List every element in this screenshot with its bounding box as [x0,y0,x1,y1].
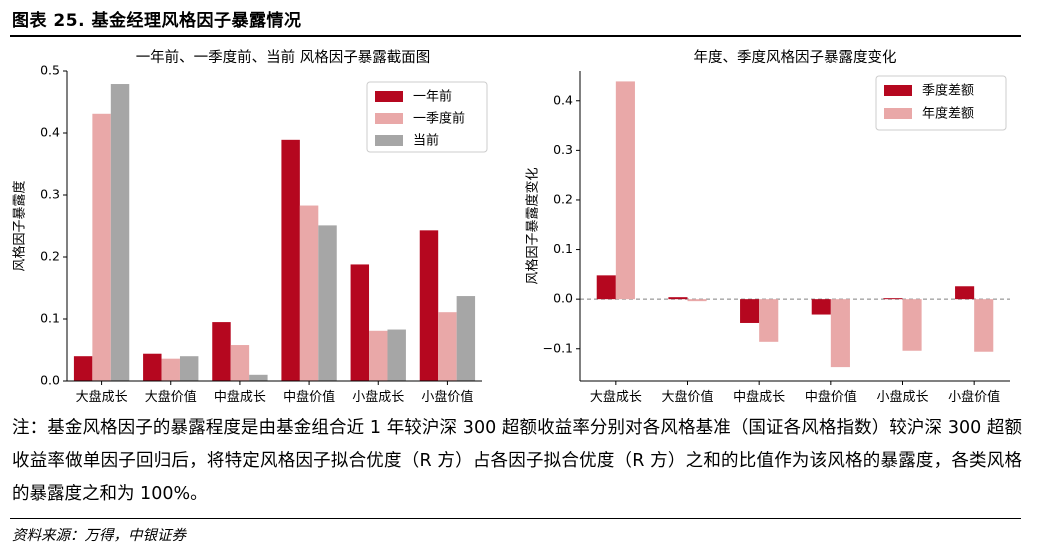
bar-0-0-4 [350,264,370,381]
bar-0-0-0 [73,356,93,381]
x-tick-label: 小盘价值 [421,389,473,405]
bar-1-1-5 [974,299,994,352]
bar-0-2-5 [456,296,476,381]
bar-1-1-0 [615,81,635,300]
top-rule [10,35,1021,37]
bar-1-0-1 [668,297,688,300]
bar-1-1-2 [759,299,779,342]
x-tick-label: 大盘成长 [590,389,642,405]
chart-title: 年度、季度风格因子暴露度变化 [694,49,897,66]
y-tick-label: 0.1 [553,241,573,256]
x-tick-label: 大盘成长 [76,389,128,405]
bar-0-0-1 [143,353,162,381]
bar-0-1-0 [92,113,111,381]
bar-1-0-0 [596,275,616,300]
y-tick-label: 0.2 [553,191,573,206]
y-tick-label: 0.4 [553,92,573,107]
y-tick-label: 0.2 [40,249,60,264]
x-tick-label: 中盘价值 [283,389,335,405]
x-tick-label: 中盘成长 [733,389,785,405]
x-tick-label: 小盘成长 [352,389,404,405]
legend-label: 年度差额 [922,106,974,122]
bottom-rule [10,518,1021,519]
figure-source: 资料来源：万得，中银证券 [12,528,186,544]
legend-swatch [375,135,403,146]
x-tick-label: 中盘成长 [214,389,266,405]
bar-0-2-2 [249,374,268,381]
y-tick-label: 0.3 [553,142,573,157]
bar-0-1-5 [438,312,457,381]
bar-0-1-1 [161,358,180,381]
bar-1-0-2 [740,299,760,323]
bar-0-2-3 [318,225,337,381]
x-tick-label: 大盘价值 [661,389,713,405]
legend-swatch [375,91,403,102]
legend-swatch [375,113,403,124]
y-tick-label: 0.0 [40,373,60,388]
figure-title: 图表 25. 基金经理风格因子暴露情况 [12,11,302,31]
y-tick-label: 0.4 [40,125,60,140]
bar-1-0-3 [811,299,831,315]
legend-swatch [884,108,912,119]
x-tick-label: 小盘成长 [876,389,928,405]
bar-0-1-4 [369,330,388,381]
legend-label: 一季度前 [413,111,465,127]
legend-label: 当前 [413,133,439,149]
figure-note: 注：基金风格因子的暴露程度是由基金组合近 1 年较沪深 300 超额收益率分别对… [12,418,1022,504]
y-axis-label: 风格因子暴露度 [12,180,28,271]
legend-swatch [884,85,912,96]
bar-0-0-2 [212,322,231,381]
bar-0-2-0 [110,84,130,381]
bar-0-0-5 [419,230,439,381]
bar-1-1-3 [830,299,850,368]
y-axis-label: 风格因子暴露度变化 [525,167,541,284]
y-tick-label: 0.0 [553,291,573,306]
legend-label: 一年前 [413,89,452,105]
bar-0-1-3 [299,205,319,381]
bar-1-1-1 [687,299,707,302]
x-tick-label: 中盘价值 [805,389,857,405]
bar-0-2-4 [387,329,406,381]
bar-0-1-2 [230,345,250,381]
bar-1-0-4 [883,298,903,300]
x-tick-label: 大盘价值 [145,389,197,405]
y-tick-label: −0.1 [543,340,573,355]
x-tick-label: 小盘价值 [948,389,1000,405]
legend-label: 季度差额 [922,83,974,99]
bar-1-1-4 [902,299,922,351]
bar-0-0-3 [281,139,300,381]
chart-title: 一年前、一季度前、当前 风格因子暴露截面图 [136,49,431,66]
bar-0-2-1 [179,356,199,381]
y-tick-label: 0.1 [40,311,60,326]
bar-1-0-5 [955,286,975,300]
y-tick-label: 0.3 [40,187,60,202]
y-tick-label: 0.5 [40,63,60,78]
